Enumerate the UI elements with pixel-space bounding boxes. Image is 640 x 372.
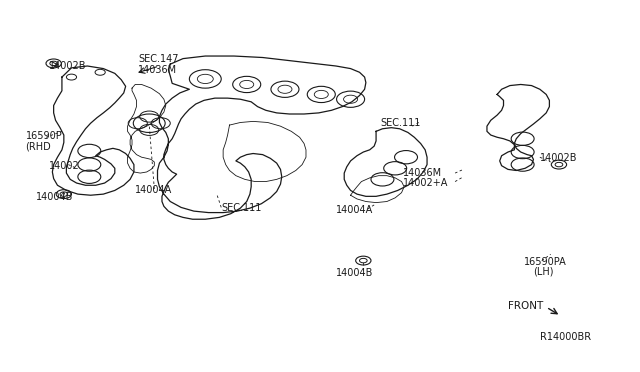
Polygon shape (127, 84, 166, 173)
Text: (RHD: (RHD (26, 141, 51, 151)
Polygon shape (351, 176, 404, 203)
Text: FRONT: FRONT (508, 301, 543, 311)
Text: 14004A: 14004A (336, 205, 373, 215)
Text: 14002B: 14002B (49, 61, 86, 71)
Text: (LH): (LH) (534, 267, 554, 277)
Text: 14002B: 14002B (540, 153, 577, 163)
Polygon shape (487, 84, 549, 170)
Text: SEC.111: SEC.111 (221, 203, 262, 213)
Text: 14036M: 14036M (403, 168, 442, 178)
Polygon shape (157, 56, 366, 219)
Text: 14002: 14002 (49, 161, 80, 171)
Text: SEC.111: SEC.111 (381, 118, 421, 128)
Text: 14002+A: 14002+A (403, 178, 448, 188)
Text: R14000BR: R14000BR (540, 332, 591, 342)
Polygon shape (344, 128, 427, 196)
Text: 14004B: 14004B (336, 268, 373, 278)
Text: 14004B: 14004B (36, 192, 74, 202)
Polygon shape (52, 66, 134, 195)
Text: SEC.147: SEC.147 (138, 54, 179, 64)
Text: 14004A: 14004A (135, 185, 172, 195)
Text: 14036M: 14036M (138, 65, 177, 75)
Text: 16590PA: 16590PA (524, 257, 566, 267)
Text: 16590P: 16590P (26, 131, 62, 141)
Polygon shape (223, 121, 306, 182)
